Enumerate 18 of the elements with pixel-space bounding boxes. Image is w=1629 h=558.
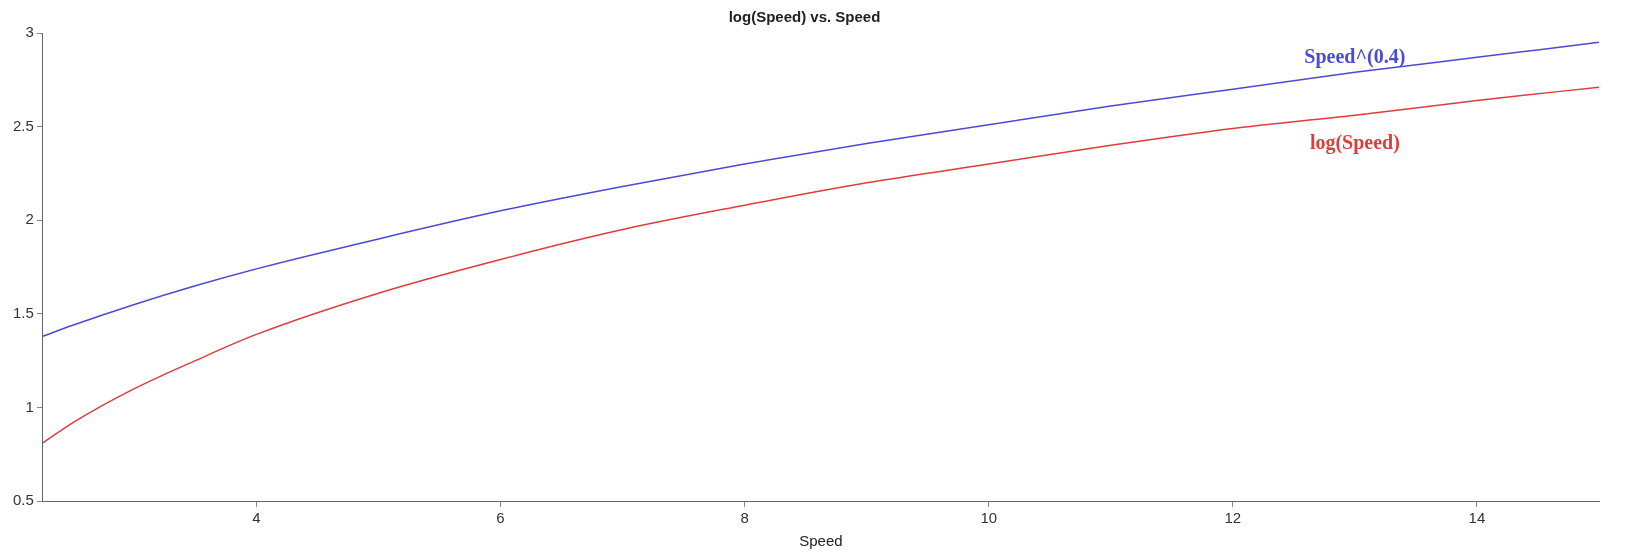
y-tick-label: 2.5 bbox=[12, 116, 34, 134]
x-axis-title: Speed bbox=[799, 532, 843, 550]
y-tick-label: 1.5 bbox=[12, 303, 34, 321]
line-series bbox=[42, 41, 1599, 338]
x-tick-label: 10 bbox=[980, 509, 998, 527]
chart-title: log(Speed) vs. Speed bbox=[728, 8, 881, 26]
x-tick-label: 6 bbox=[496, 509, 505, 527]
y-tick-label: 2 bbox=[25, 210, 34, 228]
y-tick-label: 1 bbox=[25, 397, 34, 415]
line-series bbox=[42, 86, 1599, 444]
series-label: log(Speed) bbox=[1309, 130, 1400, 154]
x-tick-label: 8 bbox=[740, 509, 749, 527]
y-tick-label: 3 bbox=[25, 23, 34, 41]
x-tick-label: 4 bbox=[252, 509, 261, 527]
x-tick-label: 14 bbox=[1468, 509, 1486, 527]
y-tick-label: 0.5 bbox=[12, 491, 34, 509]
series-label: Speed^(0.4) bbox=[1304, 45, 1406, 69]
x-tick-label: 12 bbox=[1224, 509, 1242, 527]
